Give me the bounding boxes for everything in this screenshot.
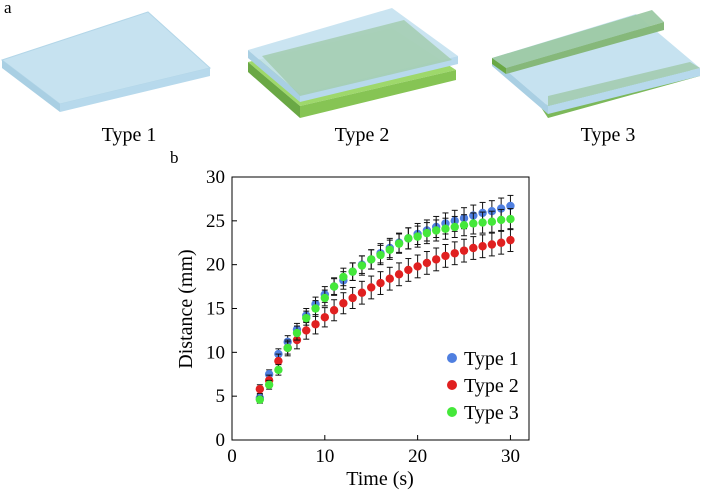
data-point-type-3 [339, 272, 348, 282]
y-tick-label: 30 [206, 167, 225, 188]
y-tick-label: 5 [216, 386, 226, 407]
data-point-type-1 [496, 204, 506, 213]
data-point-type-2 [431, 255, 441, 264]
data-point-type-2 [311, 320, 320, 329]
data-point-type-2 [357, 288, 367, 297]
type1-plate [0, 11, 212, 112]
y-tick-label: 20 [206, 255, 225, 276]
x-tick-label: 10 [315, 446, 334, 467]
y-axis-label: Distance (mm) [175, 249, 197, 368]
data-point-type-3 [367, 255, 376, 264]
legend-label-type-3: Type 3 [464, 402, 519, 424]
data-point-type-2 [487, 240, 497, 249]
data-point-type-3 [487, 217, 497, 226]
data-point-type-3 [431, 226, 441, 235]
data-point-type-2 [422, 258, 432, 268]
panel-label-b: b [170, 148, 179, 167]
data-point-type-3 [450, 222, 459, 232]
data-point-type-2 [450, 249, 459, 258]
data-point-type-2 [404, 265, 413, 275]
data-point-type-2 [255, 384, 265, 394]
data-point-type-2 [469, 243, 478, 253]
data-point-type-2 [478, 242, 487, 251]
x-tick-label: 30 [501, 446, 520, 467]
data-point-type-3 [404, 234, 413, 243]
legend-label-type-2: Type 2 [464, 375, 519, 397]
data-point-type-2 [385, 274, 394, 283]
data-point-type-3 [302, 313, 311, 323]
data-point-type-3 [469, 219, 478, 228]
data-point-type-3 [320, 293, 330, 303]
legend-marker-type-1 [447, 353, 457, 363]
y-tick-label: 0 [216, 430, 226, 451]
type2-caption: Type 2 [334, 124, 390, 146]
y-tick-label: 25 [206, 211, 225, 232]
data-point-type-3 [292, 328, 302, 338]
type3-stack [492, 10, 700, 118]
series-type-3 [255, 208, 515, 404]
data-point-type-2 [367, 283, 376, 292]
data-point-type-3 [496, 215, 506, 225]
data-point-type-3 [357, 261, 367, 270]
device-illustration [0, 8, 700, 118]
data-point-type-2 [413, 262, 422, 271]
type2-stack [248, 8, 458, 118]
data-point-type-2 [496, 238, 506, 247]
data-point-type-2 [348, 293, 357, 303]
type1-caption: Type 1 [101, 124, 157, 146]
type3-caption: Type 3 [580, 124, 636, 146]
data-point-type-3 [376, 250, 385, 260]
data-point-type-3 [441, 224, 450, 233]
data-point-type-2 [441, 251, 450, 261]
x-tick-label: 20 [408, 446, 427, 467]
x-axis-label: Time (s) [346, 468, 414, 490]
data-point-type-3 [459, 221, 469, 230]
y-tick-label: 10 [206, 342, 225, 363]
data-point-type-3 [413, 232, 422, 241]
data-point-type-3 [255, 395, 265, 404]
data-point-type-3 [329, 282, 339, 291]
data-point-type-1 [506, 201, 515, 211]
data-point-type-2 [394, 270, 404, 279]
data-point-type-3 [264, 380, 274, 389]
data-point-type-2 [274, 356, 283, 366]
data-point-type-3 [478, 218, 487, 227]
data-point-type-1 [264, 370, 274, 379]
data-point-type-2 [320, 313, 330, 322]
data-point-type-3 [283, 343, 292, 353]
panel-label-a: a [4, 0, 12, 17]
data-point-type-3 [311, 304, 320, 313]
data-point-type-2 [459, 246, 469, 255]
legend-marker-type-2 [447, 380, 457, 390]
data-point-type-2 [329, 306, 339, 315]
data-point-type-3 [506, 214, 515, 224]
legend-label-type-1: Type 1 [464, 348, 519, 370]
data-point-type-2 [302, 326, 311, 335]
data-point-type-3 [348, 267, 357, 276]
x-tick-label: 0 [227, 446, 237, 467]
data-point-type-2 [376, 278, 385, 288]
data-point-type-2 [506, 235, 515, 245]
data-point-type-3 [274, 365, 283, 375]
data-point-type-3 [385, 245, 394, 254]
data-point-type-2 [339, 299, 348, 308]
legend-marker-type-3 [447, 407, 457, 417]
y-tick-label: 15 [206, 299, 225, 320]
data-point-type-3 [422, 228, 432, 238]
data-point-type-3 [394, 239, 404, 248]
